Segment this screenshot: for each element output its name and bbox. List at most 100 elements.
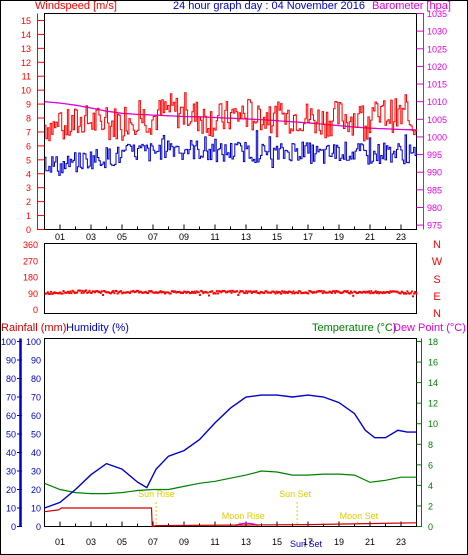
wind-direction-point xyxy=(218,290,221,293)
wind-direction-point xyxy=(246,292,249,295)
wind-direction-point xyxy=(400,290,403,293)
windspeed-tick-label: 6 xyxy=(26,141,31,151)
wind-direction-points xyxy=(44,289,418,298)
wind-direction-point xyxy=(250,292,253,294)
annotation-label: Moon Set xyxy=(340,511,379,521)
wind-direction-point xyxy=(132,290,135,292)
wind-direction-point xyxy=(357,291,360,294)
wind-direction-point xyxy=(56,292,59,295)
wind-direction-point xyxy=(64,291,67,294)
wind-direction-point xyxy=(249,290,252,293)
wind-direction-point xyxy=(105,291,108,294)
barometer-tick-label: 1025 xyxy=(427,44,447,54)
wind-direction-point xyxy=(108,292,111,294)
wind-direction-point xyxy=(355,292,358,295)
wind-direction-point xyxy=(330,292,333,294)
wind-direction-point xyxy=(352,294,355,297)
wind-direction-point xyxy=(291,292,294,295)
wind-direction-point xyxy=(332,290,334,293)
wind-direction-point xyxy=(226,291,228,294)
wind-direction-point xyxy=(146,291,148,294)
wind-direction-point xyxy=(354,290,357,293)
wind-direction-point xyxy=(78,289,81,292)
wind-direction-point xyxy=(390,290,393,293)
wind-direction-point xyxy=(167,291,170,294)
wind-direction-point xyxy=(348,292,351,295)
wind-direction-point xyxy=(381,292,384,295)
wind-direction-point xyxy=(409,292,412,295)
windspeed-tick-label: 2 xyxy=(26,197,31,207)
wind-direction-point xyxy=(313,291,316,294)
wind-direction-point xyxy=(227,290,230,293)
wind-direction-point xyxy=(156,291,159,294)
wind-direction-point xyxy=(151,291,154,294)
wind-direction-point xyxy=(220,291,223,294)
wind-direction-point xyxy=(378,292,381,295)
wind-direction-point xyxy=(413,292,416,295)
wind-direction-point xyxy=(344,290,347,293)
panel1-x-tick-label: 09 xyxy=(179,232,189,242)
wind-direction-point xyxy=(206,291,209,294)
wind-direction-point xyxy=(60,292,63,295)
wind-direction-point xyxy=(364,291,367,294)
temperature-tick-label: 18 xyxy=(428,337,438,347)
wind-direction-point xyxy=(373,291,376,294)
rainfall-tick-label: 80 xyxy=(6,374,16,384)
wind-direction-point xyxy=(375,292,378,294)
wind-direction-point xyxy=(229,289,232,292)
wind-direction-point xyxy=(232,290,235,293)
wind-direction-point xyxy=(112,290,115,293)
wind-direction-point xyxy=(138,291,141,294)
rainfall-line xyxy=(44,507,417,528)
wind-direction-point xyxy=(209,290,212,293)
wind-direction-point xyxy=(324,291,327,294)
wind-direction-point xyxy=(122,291,125,294)
wind-direction-point xyxy=(233,290,236,293)
direction-tick-labels: 0 90 180 270 360 xyxy=(23,240,38,315)
humidity-tick-label: 50 xyxy=(31,430,41,440)
wind-direction-point xyxy=(238,291,241,294)
panel1-x-tick-label: 13 xyxy=(241,232,251,242)
wind-direction-point xyxy=(255,290,258,293)
wind-direction-point xyxy=(303,291,306,294)
wind-direction-point xyxy=(407,292,410,295)
wind-direction-point xyxy=(219,290,222,293)
wind-direction-point xyxy=(198,294,201,296)
temperature-line xyxy=(44,470,417,495)
wind-direction-point xyxy=(189,292,192,294)
wind-direction-point xyxy=(368,290,370,293)
wind-direction-point xyxy=(283,290,286,293)
wind-direction-point xyxy=(86,291,89,294)
wind-direction-point xyxy=(256,291,259,294)
wind-direction-point xyxy=(253,290,255,293)
wind-direction-point xyxy=(346,290,349,293)
wind-direction-point xyxy=(72,290,75,293)
wind-direction-point xyxy=(306,292,308,294)
wind-direction-point xyxy=(304,291,307,294)
wind-direction-point xyxy=(286,291,289,294)
wind-direction-point xyxy=(334,291,337,294)
panel3-x-tick-label: 03 xyxy=(86,537,96,547)
wind-direction-point xyxy=(73,292,76,294)
wind-direction-point xyxy=(51,292,54,295)
wind-direction-point xyxy=(308,289,311,292)
wind-direction-point xyxy=(213,292,216,294)
rainfall-tick-label: 50 xyxy=(6,430,16,440)
wind-direction-point xyxy=(211,290,214,293)
wind-direction-point xyxy=(336,290,339,293)
wind-direction-point xyxy=(317,290,320,293)
wind-direction-point xyxy=(152,291,155,294)
rainfall-tick-label: 40 xyxy=(6,448,16,458)
wind-direction-point xyxy=(333,290,336,293)
panel1-x-tick-label: 11 xyxy=(210,232,219,242)
wind-direction-point xyxy=(47,292,50,295)
rainfall-tick-label: 10 xyxy=(6,504,16,514)
wind-direction-point xyxy=(44,292,47,295)
wind-direction-point xyxy=(155,291,157,294)
wind-direction-point xyxy=(111,291,113,294)
panel3-x-tick-label: 13 xyxy=(241,537,251,547)
wind-direction-point xyxy=(95,290,98,293)
humidity-tick-label: 40 xyxy=(31,448,41,458)
wind-direction-point xyxy=(62,290,65,292)
wind-direction-point xyxy=(144,290,147,293)
